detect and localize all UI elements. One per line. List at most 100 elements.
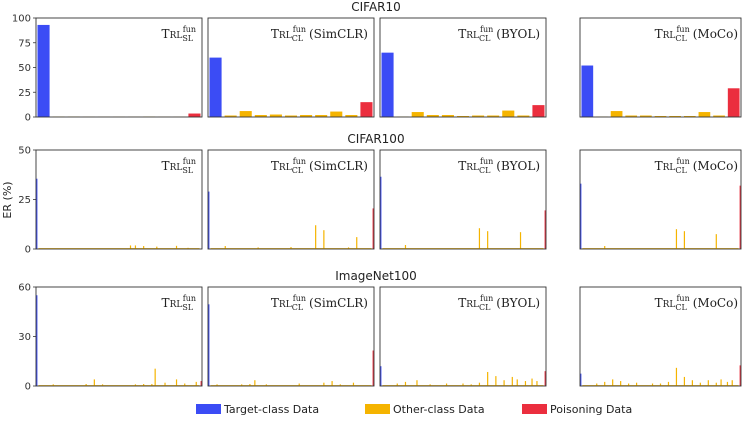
method-label-suffix: (BYOL): [496, 296, 540, 310]
y-tick-label: 60: [18, 283, 31, 294]
other-bar: [516, 379, 518, 386]
method-label-T: T: [271, 27, 279, 41]
other-bar: [713, 115, 725, 117]
other-bar: [175, 379, 178, 386]
method-label-T: T: [655, 296, 663, 310]
target-bar: [581, 65, 594, 117]
panel-frame: [207, 17, 375, 118]
method-label-rl: RL: [170, 31, 183, 41]
method-label-T: T: [271, 159, 279, 173]
target-bar: [36, 295, 38, 386]
panel-0-3: TRLCLfun (MoCo): [579, 17, 742, 118]
other-bar: [315, 115, 328, 117]
method-label-rl: RL: [466, 31, 479, 41]
legend: Target-class Data Other-class Data Poiso…: [196, 403, 632, 416]
poison-bar: [372, 208, 374, 249]
target-bar: [380, 176, 382, 249]
other-bar: [478, 382, 481, 386]
other-bar: [330, 111, 343, 117]
method-label-sub: CL: [292, 34, 304, 43]
other-bar: [315, 225, 317, 249]
method-label-sup: fun: [293, 25, 306, 34]
target-bar: [209, 57, 222, 117]
other-bar: [675, 229, 678, 249]
method-label-rl: RL: [279, 300, 292, 310]
other-bar: [502, 110, 515, 117]
panel-frame: [379, 286, 547, 387]
panel-0-2: TRLCLfun (BYOL): [379, 17, 547, 118]
method-label-sup: fun: [293, 294, 306, 303]
row-title-2: ImageNet100: [335, 269, 417, 283]
method-label-sup: fun: [183, 294, 196, 303]
other-bar: [667, 381, 670, 386]
other-bar: [93, 379, 95, 386]
other-bar: [134, 245, 137, 249]
other-bar: [404, 381, 407, 386]
panel-1-1: TRLCLfun (SimCLR): [207, 149, 375, 250]
legend-swatch-target: [196, 404, 221, 414]
other-bar: [675, 367, 678, 386]
y-tick-label: 0: [25, 382, 31, 393]
poison-bar: [188, 113, 201, 117]
y-tick-label: 0: [25, 113, 31, 124]
other-bar: [396, 383, 398, 386]
other-bar: [726, 381, 729, 386]
method-label: TRLSLfun: [162, 25, 196, 43]
method-label-T: T: [655, 159, 663, 173]
other-bar: [164, 382, 166, 386]
method-label-sup: fun: [676, 294, 689, 303]
other-bar: [715, 382, 717, 386]
other-bar: [224, 115, 237, 117]
poison-bar: [200, 381, 202, 386]
method-label-suffix: (BYOL): [496, 27, 540, 41]
other-bar: [143, 246, 145, 249]
method-label-suffix: (MoCo): [693, 159, 738, 173]
panel-frame: [207, 286, 375, 387]
other-bar: [511, 376, 513, 386]
panel-frame: [579, 149, 742, 250]
other-bar: [323, 230, 325, 249]
method-label: TRLCLfun (SimCLR): [271, 157, 368, 175]
other-bar: [195, 381, 197, 386]
other-bar: [175, 245, 178, 249]
method-label-sup: fun: [293, 157, 306, 166]
method-label: TRLCLfun (MoCo): [655, 25, 738, 43]
other-bar: [659, 383, 662, 386]
method-label-rl: RL: [279, 163, 292, 173]
other-bar: [254, 380, 256, 386]
other-bar: [503, 380, 505, 386]
other-bar: [456, 116, 470, 117]
method-label: TRLCLfun (MoCo): [655, 294, 738, 312]
other-bar: [416, 380, 418, 386]
panel-0-1: TRLCLfun (SimCLR): [207, 17, 375, 118]
method-label: TRLSLfun: [162, 157, 196, 175]
poison-bar: [544, 210, 546, 249]
other-bar: [487, 371, 489, 386]
y-tick-label: 50: [18, 146, 31, 157]
method-label-sub: SL: [182, 166, 193, 175]
y-tick-label: 50: [18, 63, 31, 74]
row-title-1: CIFAR100: [347, 132, 404, 146]
target-bar: [208, 191, 210, 249]
target-bar: [380, 366, 382, 386]
method-label-suffix: (BYOL): [496, 159, 540, 173]
other-bar: [731, 380, 733, 386]
other-bar: [487, 115, 500, 117]
panel-0-0: TRLSLfun: [35, 17, 203, 118]
legend-swatch-other: [365, 404, 390, 414]
other-bar: [635, 382, 638, 386]
other-bar: [699, 382, 701, 386]
other-bar: [524, 381, 527, 386]
target-bar: [36, 178, 38, 249]
other-bar: [683, 116, 696, 117]
y-tick-label: 25: [18, 88, 31, 99]
method-label-sub: CL: [292, 303, 304, 312]
target-bar: [580, 373, 582, 386]
method-label-sub: CL: [675, 303, 687, 312]
method-label-sub: SL: [182, 303, 193, 312]
method-label-T: T: [162, 159, 170, 173]
other-bar: [487, 231, 489, 249]
method-label-sub: CL: [292, 166, 304, 175]
panel-1-3: TRLCLfun (MoCo): [579, 149, 742, 250]
